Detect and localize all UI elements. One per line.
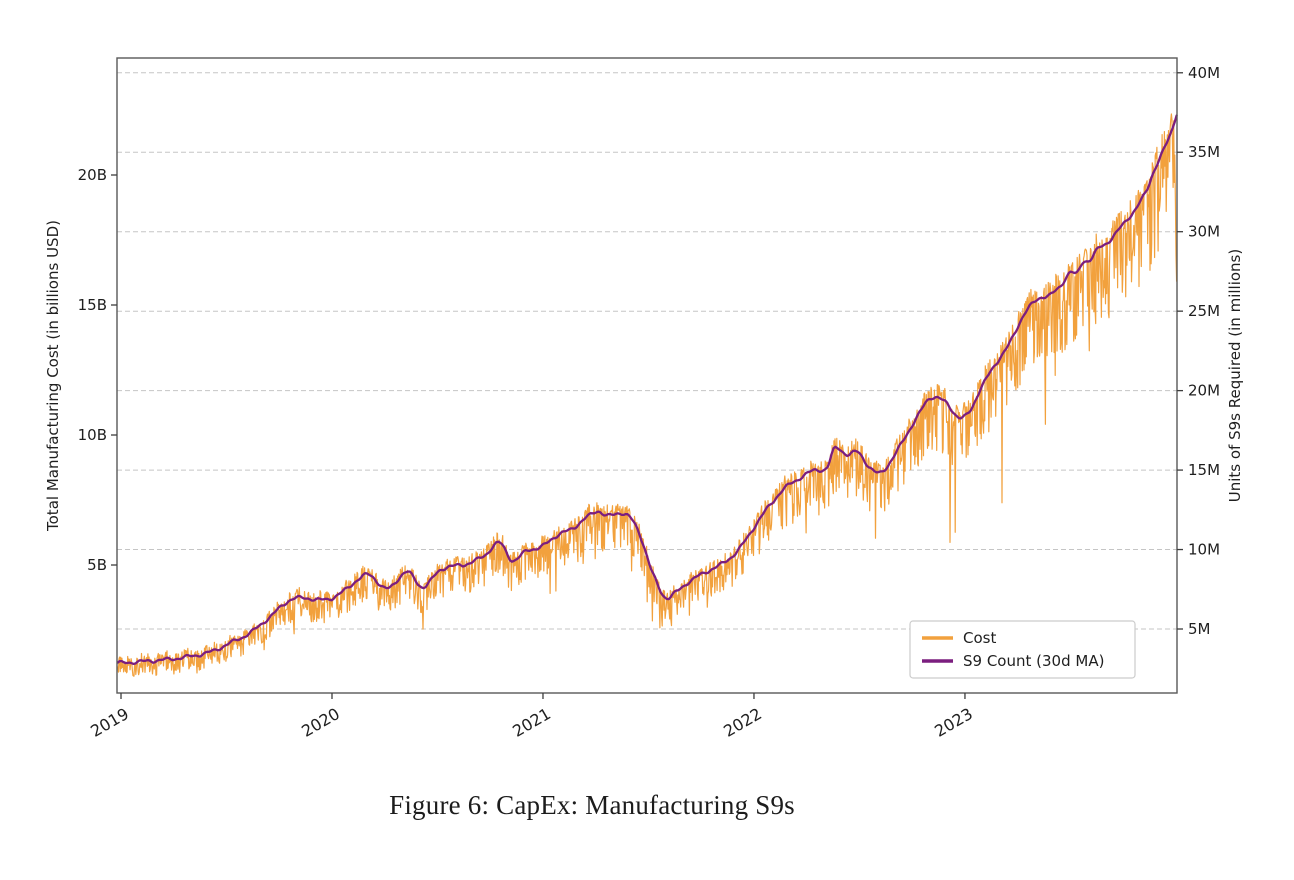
y-right-tick-label: 35M <box>1188 143 1220 161</box>
right-axis: 5M 10M 15M 20M 25M 30M 35M 40M Units of S9s Requ… <box>1177 64 1244 638</box>
x-tick-label: 2019 <box>87 704 132 741</box>
y-right-tick-label: 15M <box>1188 461 1220 479</box>
y-right-tick-label: 30M <box>1188 223 1220 241</box>
right-axis-title: Units of S9s Required (in millions) <box>1226 249 1244 502</box>
y-left-tick-label: 5B <box>87 556 107 574</box>
x-tick-label: 2023 <box>931 704 976 741</box>
y-left-tick-label: 20B <box>78 166 107 184</box>
gridlines <box>117 72 1177 630</box>
figure-caption: Figure 6: CapEx: Manufacturing S9s <box>389 790 795 820</box>
capex-chart: 5B 10B 15B 20B Total Manufacturing Cost (in … <box>44 57 1244 741</box>
legend-label-cost: Cost <box>963 629 996 647</box>
y-right-tick-label: 25M <box>1188 302 1220 320</box>
y-right-tick-label: 20M <box>1188 382 1220 400</box>
x-axis: 2019 2020 2021 2022 2023 <box>87 693 976 741</box>
legend-box <box>909 620 1136 679</box>
cost-series-line <box>117 113 1178 677</box>
legend: Cost S9 Count (30d MA) <box>909 620 1136 679</box>
x-tick-label: 2022 <box>720 704 765 741</box>
y-left-tick-label: 15B <box>78 296 107 314</box>
plot-border <box>116 57 1178 694</box>
y-left-tick-label: 10B <box>78 426 107 444</box>
ma-series-line <box>116 114 1178 666</box>
y-right-tick-label: 40M <box>1188 64 1220 82</box>
y-right-tick-label: 5M <box>1188 620 1211 638</box>
left-axis-title: Total Manufacturing Cost (in billions US… <box>44 220 62 532</box>
x-tick-label: 2020 <box>298 704 343 741</box>
legend-label-ma: S9 Count (30d MA) <box>963 652 1104 670</box>
y-right-tick-label: 10M <box>1188 541 1220 559</box>
x-tick-label: 2021 <box>509 704 554 741</box>
left-axis: 5B 10B 15B 20B Total Manufacturing Cost (in … <box>44 166 117 574</box>
